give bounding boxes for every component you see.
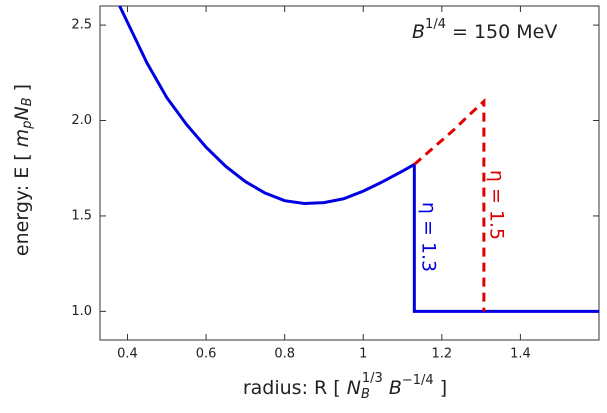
x-tick-label: 0.8 xyxy=(274,347,295,362)
y-tick-label: 2.5 xyxy=(71,18,92,33)
x-tick-label: 0.4 xyxy=(117,347,138,362)
line xyxy=(413,98,486,312)
annotation: η = 1.5 xyxy=(486,170,508,240)
x-tick-label: 1.4 xyxy=(510,347,531,362)
y-axis-label: energy: E [ mpNB ] xyxy=(11,84,35,256)
x-tick-label: 1 xyxy=(359,347,367,362)
y-tick-label: 1.5 xyxy=(71,208,92,223)
plot-frame xyxy=(99,5,600,341)
annotation: B1/4 = 150 MeV xyxy=(412,17,557,43)
x-tick-label: 0.6 xyxy=(196,347,217,362)
y-tick-label: 1.0 xyxy=(71,304,92,319)
x-tick-label: 1.2 xyxy=(431,347,452,362)
x-axis-label: radius: R [ NB1/3 B−1/4 ] xyxy=(243,371,447,402)
annotation: η = 1.3 xyxy=(418,202,440,272)
y-tick-label: 2.0 xyxy=(71,113,92,128)
line xyxy=(118,5,599,313)
